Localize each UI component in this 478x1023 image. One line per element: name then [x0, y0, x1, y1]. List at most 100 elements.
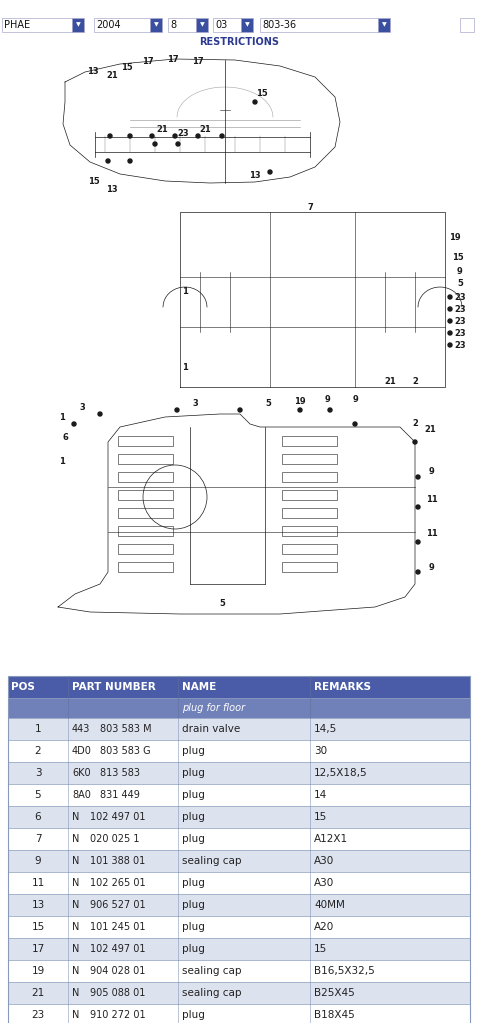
Text: N: N — [72, 966, 79, 976]
Text: 102 497 01: 102 497 01 — [90, 812, 145, 822]
Circle shape — [175, 408, 179, 412]
Text: 13: 13 — [87, 68, 99, 77]
Text: 40MM: 40MM — [314, 900, 345, 910]
Bar — [8, 718, 470, 740]
Text: 101 245 01: 101 245 01 — [90, 922, 145, 932]
Text: 15: 15 — [32, 922, 44, 932]
Text: 13: 13 — [32, 900, 44, 910]
Text: 21: 21 — [424, 425, 436, 434]
Bar — [213, 18, 241, 32]
Text: 23: 23 — [454, 329, 466, 339]
Text: POS: POS — [11, 682, 35, 692]
Text: ▼: ▼ — [245, 23, 250, 28]
Text: 9: 9 — [353, 396, 359, 404]
Text: plug: plug — [182, 812, 205, 822]
Circle shape — [298, 408, 302, 412]
Text: 3: 3 — [192, 400, 198, 408]
Bar — [378, 18, 390, 32]
Text: 21: 21 — [32, 988, 44, 998]
Bar — [8, 828, 470, 850]
Bar — [260, 18, 378, 32]
Circle shape — [448, 307, 452, 311]
Text: 1: 1 — [35, 724, 41, 733]
Text: plug: plug — [182, 834, 205, 844]
Text: SG: SG — [214, 2, 227, 11]
Bar — [118, 508, 173, 518]
Bar — [8, 1004, 470, 1023]
Circle shape — [238, 408, 242, 412]
Text: 13: 13 — [106, 185, 118, 194]
Text: ▼: ▼ — [381, 23, 386, 28]
Text: 910 272 01: 910 272 01 — [90, 1010, 146, 1020]
Text: ▼: ▼ — [200, 23, 205, 28]
Text: 7: 7 — [35, 834, 41, 844]
Circle shape — [72, 422, 76, 426]
Text: 23: 23 — [454, 293, 466, 302]
Bar — [282, 526, 337, 536]
Text: 15: 15 — [314, 944, 327, 954]
Text: N: N — [72, 1010, 79, 1020]
Bar — [8, 698, 470, 718]
Bar — [8, 872, 470, 894]
Text: A12X1: A12X1 — [314, 834, 348, 844]
Text: NAME: NAME — [182, 682, 216, 692]
Text: 15: 15 — [256, 89, 268, 98]
Text: 906 527 01: 906 527 01 — [90, 900, 146, 910]
Text: plug: plug — [182, 746, 205, 756]
Text: 11: 11 — [32, 878, 44, 888]
Text: 15: 15 — [88, 178, 100, 186]
Text: 6: 6 — [35, 812, 41, 822]
Text: 15: 15 — [314, 812, 327, 822]
Bar — [118, 544, 173, 554]
Text: 1: 1 — [182, 287, 188, 297]
Circle shape — [128, 159, 132, 163]
Bar — [196, 18, 208, 32]
Bar — [8, 806, 470, 828]
Text: 5: 5 — [35, 790, 41, 800]
Circle shape — [416, 505, 420, 509]
Circle shape — [448, 331, 452, 335]
Text: 13: 13 — [249, 171, 261, 179]
Text: STOCK: STOCK — [399, 2, 430, 11]
Text: 3: 3 — [79, 402, 85, 411]
Text: N: N — [72, 878, 79, 888]
Text: A20: A20 — [314, 922, 334, 932]
Bar — [8, 676, 470, 698]
Text: 9: 9 — [429, 563, 435, 572]
Bar — [94, 18, 150, 32]
Text: 17: 17 — [167, 55, 179, 64]
Bar — [72, 18, 84, 32]
Circle shape — [253, 100, 257, 104]
Bar — [118, 562, 173, 572]
Text: N: N — [72, 944, 79, 954]
Text: 17: 17 — [192, 57, 204, 66]
Text: 5: 5 — [265, 400, 271, 408]
Bar — [8, 894, 470, 916]
Text: sealing cap: sealing cap — [182, 966, 241, 976]
Bar — [150, 18, 162, 32]
Text: 8: 8 — [170, 20, 176, 30]
Bar — [2, 18, 72, 32]
Text: 9: 9 — [457, 267, 463, 276]
Text: plug: plug — [182, 900, 205, 910]
Text: 2: 2 — [412, 419, 418, 429]
Text: ▼: ▼ — [153, 23, 158, 28]
Text: 1: 1 — [182, 362, 188, 371]
Bar — [118, 490, 173, 500]
Text: 803 583 M: 803 583 M — [100, 724, 152, 733]
Circle shape — [106, 159, 110, 163]
Circle shape — [353, 422, 357, 426]
Bar — [282, 436, 337, 446]
Circle shape — [416, 570, 420, 574]
Bar — [8, 960, 470, 982]
Text: plug: plug — [182, 878, 205, 888]
Text: RESTRICTIONS: RESTRICTIONS — [199, 37, 279, 47]
Text: 23: 23 — [177, 130, 189, 138]
Text: B25X45: B25X45 — [314, 988, 355, 998]
Bar — [282, 472, 337, 482]
Text: 15: 15 — [452, 253, 464, 262]
Text: 803 583 G: 803 583 G — [100, 746, 151, 756]
Text: 904 028 01: 904 028 01 — [90, 966, 145, 976]
Bar — [282, 490, 337, 500]
Bar — [168, 18, 196, 32]
